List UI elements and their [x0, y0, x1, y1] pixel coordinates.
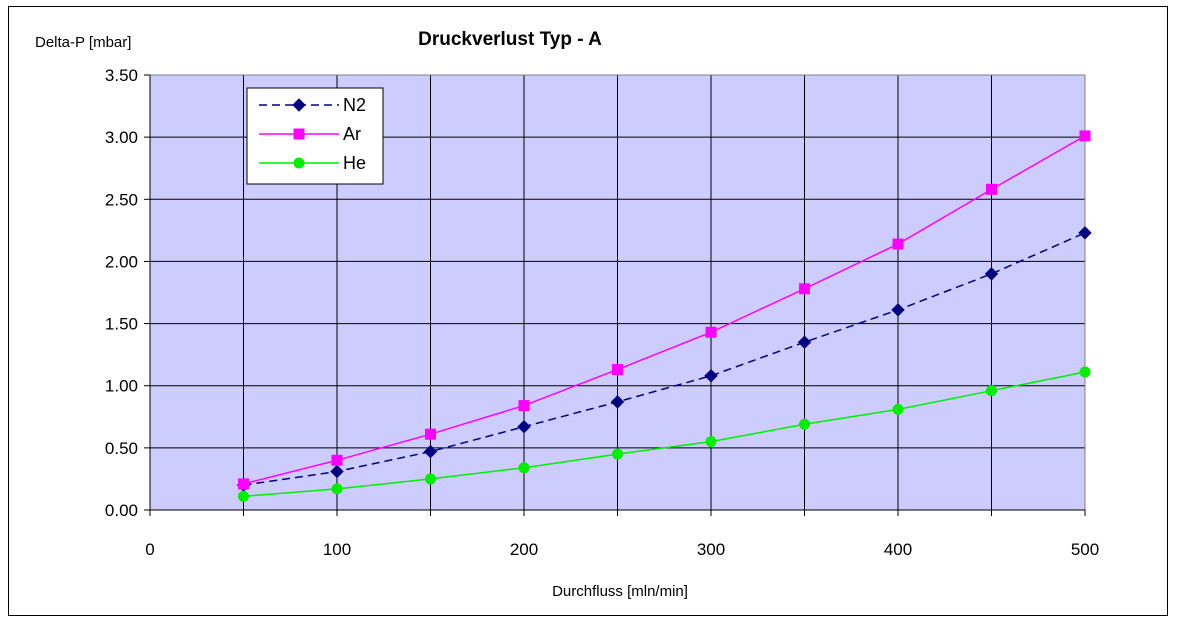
x-tick-label: 100 — [323, 540, 351, 559]
data-point-he — [425, 473, 436, 485]
chart-title: Druckverlust Typ - A — [418, 29, 602, 50]
data-point-he — [1079, 366, 1091, 378]
data-point-ar — [238, 478, 249, 490]
legend-label: Ar — [343, 124, 361, 144]
data-point-he — [799, 418, 810, 430]
data-point-ar — [705, 326, 717, 338]
y-axis-label: Delta-P [mbar] — [35, 34, 131, 51]
x-tick-labels: 0 100 200 300 400 500 — [145, 510, 1099, 559]
legend-label: He — [343, 153, 366, 173]
y-tick-label: 1.50 — [105, 315, 138, 334]
data-point-n2 — [984, 267, 999, 281]
legend-box — [246, 87, 384, 185]
data-point-n2 — [1078, 226, 1092, 240]
legend-item-he: He — [259, 153, 366, 173]
series-he — [238, 366, 1091, 502]
legend-marker — [293, 157, 305, 169]
data-point-n2 — [797, 335, 812, 349]
y-tick-label: 0.00 — [105, 501, 138, 520]
y-tick-labels: 0.00 0.50 1.00 1.50 2.00 2.50 3.00 3.50 — [105, 66, 150, 520]
series-line-he — [243, 371, 1086, 498]
x-tick-label: 500 — [1071, 540, 1099, 559]
data-point-n2 — [423, 444, 438, 459]
data-point-ar — [612, 364, 623, 376]
x-tick-label: 200 — [510, 540, 538, 559]
x-tick-label: 400 — [884, 540, 912, 559]
series-ar — [238, 130, 1091, 490]
data-point-n2 — [517, 420, 531, 434]
data-point-n2 — [330, 464, 344, 479]
data-point-n2 — [891, 303, 905, 317]
legend-marker — [293, 128, 305, 140]
legend-label: N2 — [343, 95, 366, 115]
data-point-ar — [425, 428, 436, 440]
y-tick-label: 2.50 — [105, 190, 138, 209]
series-line-n2 — [243, 232, 1086, 486]
y-tick-label: 3.50 — [105, 66, 138, 85]
series-group — [236, 130, 1092, 502]
data-point-he — [331, 483, 343, 495]
data-point-n2 — [610, 395, 625, 409]
data-point-ar — [331, 454, 343, 466]
data-point-he — [705, 436, 717, 448]
x-tick-label: 0 — [145, 540, 154, 559]
data-point-n2 — [704, 369, 718, 383]
data-point-ar — [518, 400, 530, 412]
data-point-he — [892, 403, 904, 415]
y-tick-label: 3.00 — [105, 128, 138, 147]
data-point-he — [612, 448, 623, 460]
data-point-he — [986, 385, 997, 397]
legend-marker — [292, 98, 306, 112]
series-line-ar — [243, 135, 1086, 485]
legend-item-n2: N2 — [259, 95, 366, 115]
x-tick-label: 300 — [697, 540, 725, 559]
data-point-ar — [799, 283, 810, 295]
x-axis-label: Durchfluss [mln/min] — [552, 583, 688, 600]
y-tick-label: 1.00 — [105, 377, 138, 396]
y-tick-label: 2.00 — [105, 252, 138, 271]
data-point-ar — [1079, 130, 1091, 142]
data-point-he — [518, 462, 530, 474]
data-point-ar — [892, 238, 904, 250]
legend-item-ar: Ar — [259, 124, 361, 144]
data-point-ar — [986, 183, 997, 195]
y-tick-label: 0.50 — [105, 439, 138, 458]
legend: N2 Ar He — [246, 87, 384, 185]
data-point-he — [238, 490, 249, 502]
